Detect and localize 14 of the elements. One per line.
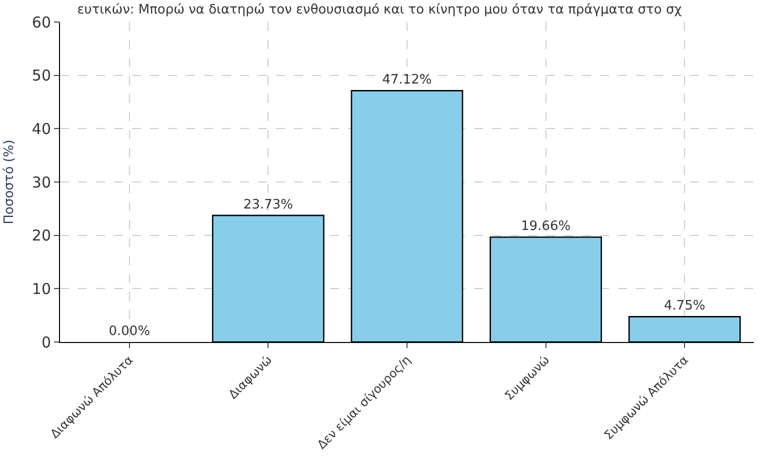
data-label: 0.00% xyxy=(108,324,150,339)
y-tick-label: 50 xyxy=(32,66,51,85)
y-tick-label: 20 xyxy=(32,226,51,245)
data-label: 23.73% xyxy=(243,197,293,212)
data-label: 47.12% xyxy=(382,72,432,88)
data-label: 4.75% xyxy=(664,298,706,314)
chart-title: ευτικών: Μπορώ να διατηρώ τον ενθουσιασμό και το κίνητρο μου όταν τα πράγματα στο σχ xyxy=(77,2,682,18)
y-tick-label: 40 xyxy=(32,120,51,138)
y-tick-label: 0 xyxy=(41,333,51,352)
y-axis-title: Ποσοστό (%) xyxy=(2,140,17,224)
y-tick-label: 30 xyxy=(32,173,51,192)
data-label: 19.66% xyxy=(521,219,571,234)
y-tick-label: 10 xyxy=(32,280,51,298)
y-tick-label: 60 xyxy=(32,13,51,32)
